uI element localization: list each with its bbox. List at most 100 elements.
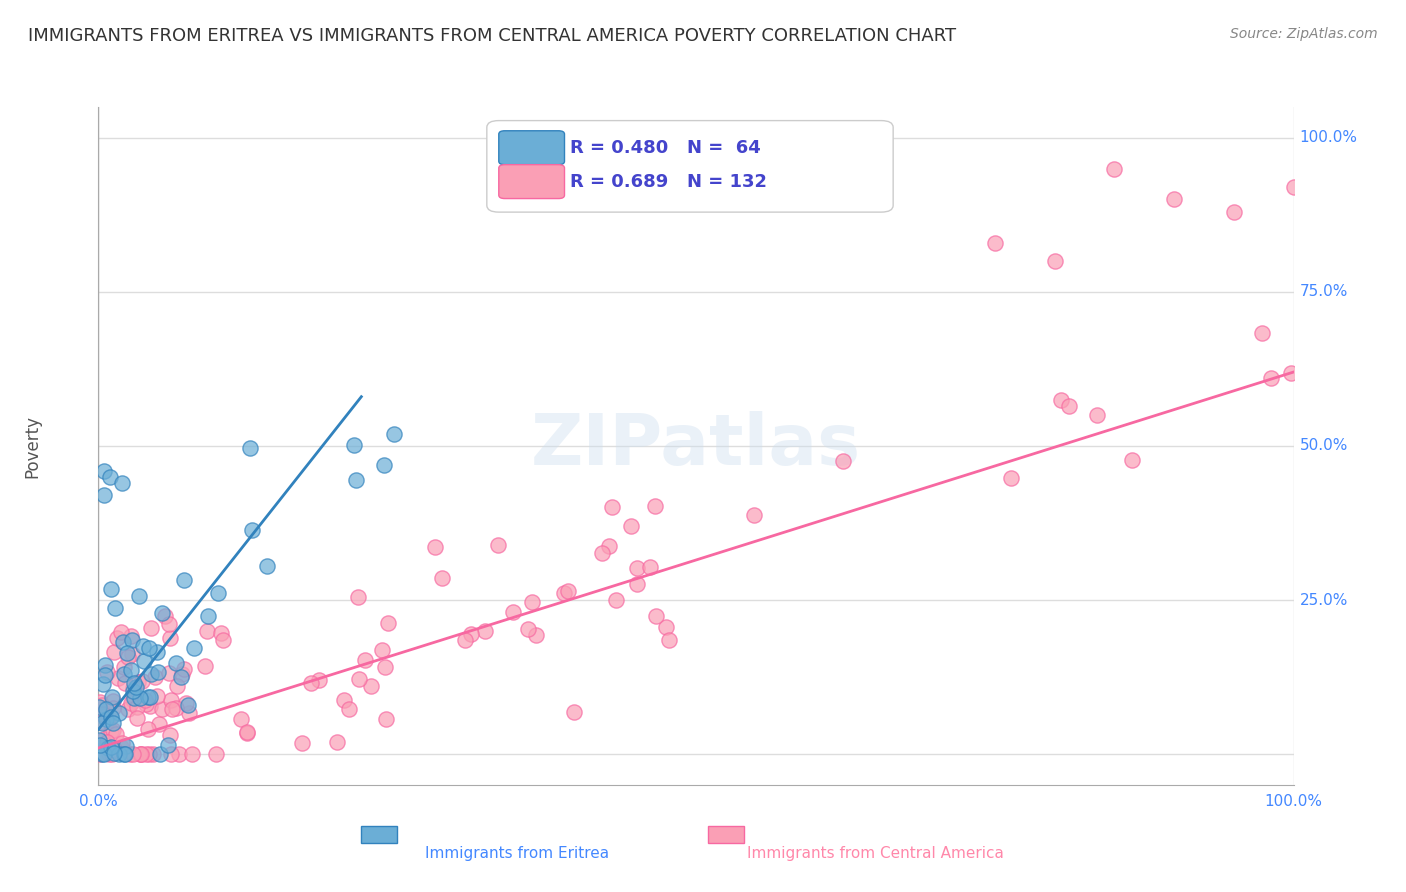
blue [96, 702, 118, 716]
blue [343, 438, 366, 452]
pink [1104, 161, 1126, 176]
pink [105, 727, 128, 741]
pink [205, 747, 228, 761]
blue [108, 706, 131, 721]
blue [98, 470, 122, 484]
pink [337, 701, 360, 715]
blue [114, 747, 136, 761]
pink [160, 701, 183, 715]
blue [93, 747, 115, 761]
blue [149, 747, 172, 761]
pink [655, 620, 678, 634]
pink [166, 680, 188, 694]
pink [360, 679, 382, 693]
pink [136, 722, 159, 736]
pink [454, 633, 477, 648]
pink [602, 500, 624, 514]
blue [128, 691, 150, 706]
pink [135, 697, 157, 711]
pink [117, 649, 139, 664]
pink [97, 714, 120, 728]
blue [112, 667, 135, 681]
blue [101, 690, 124, 704]
pink [121, 681, 143, 696]
blue [90, 747, 112, 761]
pink [159, 728, 181, 742]
blue [146, 645, 169, 659]
pink [135, 747, 157, 761]
pink [236, 726, 259, 740]
blue [122, 675, 145, 690]
pink [138, 698, 160, 713]
pink [110, 625, 132, 640]
pink [96, 665, 118, 679]
pink [118, 747, 141, 761]
Text: Source: ZipAtlas.com: Source: ZipAtlas.com [1230, 27, 1378, 41]
FancyBboxPatch shape [486, 120, 893, 212]
blue [197, 609, 219, 624]
pink [354, 653, 377, 667]
blue [373, 458, 395, 473]
pink [150, 701, 173, 715]
blue [256, 559, 278, 574]
Text: Immigrants from Central America: Immigrants from Central America [747, 846, 1004, 861]
pink [127, 711, 149, 725]
pink [107, 671, 129, 685]
FancyBboxPatch shape [499, 131, 565, 165]
pink [644, 499, 666, 513]
pink [347, 590, 370, 604]
pink [1000, 471, 1022, 485]
pink [169, 747, 191, 761]
pink [326, 734, 349, 748]
pink [89, 695, 111, 709]
pink [165, 701, 187, 715]
pink [486, 538, 509, 552]
pink [129, 747, 152, 761]
blue [150, 606, 173, 620]
pink [236, 724, 259, 739]
pink [658, 633, 681, 648]
Text: Immigrants from Eritrea: Immigrants from Eritrea [425, 846, 609, 861]
Text: 25.0%: 25.0% [1299, 592, 1348, 607]
pink [131, 747, 153, 761]
blue [94, 657, 117, 672]
pink [127, 699, 149, 714]
pink [1057, 400, 1080, 414]
blue [89, 733, 111, 747]
pink [101, 694, 124, 708]
pink [142, 747, 165, 761]
pink [194, 658, 217, 673]
pink [308, 673, 330, 688]
pink [112, 660, 135, 674]
blue [91, 677, 114, 691]
blue [111, 475, 134, 490]
pink [134, 693, 156, 707]
Bar [709, 826, 744, 843]
pink [174, 696, 197, 710]
pink [138, 747, 160, 761]
pink [377, 615, 399, 630]
pink [139, 621, 162, 635]
pink [89, 714, 111, 729]
blue [169, 671, 191, 685]
pink [157, 666, 180, 681]
pink [96, 735, 118, 749]
blue [128, 589, 150, 603]
pink [173, 662, 195, 676]
pink [209, 626, 232, 640]
blue [207, 586, 229, 600]
pink [557, 583, 579, 598]
blue [183, 640, 205, 655]
pink [1163, 193, 1185, 207]
pink [522, 595, 544, 609]
blue [89, 739, 111, 753]
blue [108, 747, 131, 761]
Text: 100.0%: 100.0% [1299, 130, 1358, 145]
pink [159, 631, 181, 645]
pink [127, 675, 149, 690]
FancyBboxPatch shape [499, 165, 565, 199]
pink [101, 700, 124, 714]
pink [103, 645, 125, 659]
pink [131, 673, 153, 688]
blue [122, 684, 145, 698]
